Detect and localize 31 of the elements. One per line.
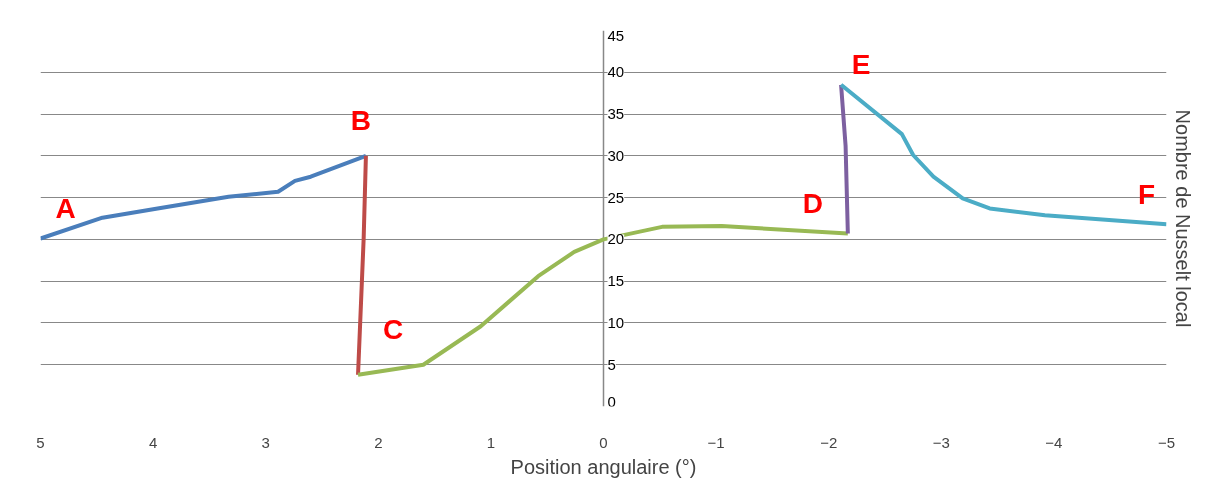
y-tick-label: 0 (607, 392, 616, 410)
x-tick-label: −5 (1157, 433, 1176, 451)
x-tick-label: 1 (486, 433, 496, 451)
y-tick-label: 20 (607, 230, 625, 248)
annotation: C (382, 314, 404, 346)
y-tick-label: 25 (607, 188, 625, 206)
line-series (839, 82, 1167, 227)
annotation: F (1137, 178, 1156, 210)
annotation: B (350, 105, 372, 137)
y-tick-label: 45 (607, 26, 625, 44)
y-tick-label: 30 (607, 146, 625, 164)
annotation: A (55, 193, 76, 225)
line-series (356, 224, 850, 377)
x-tick-label: 2 (374, 433, 383, 451)
y-tick-label: 15 (607, 272, 625, 290)
x-tick-label: −3 (932, 433, 950, 451)
y-tick-label: 35 (607, 105, 625, 123)
x-tick-label: 3 (261, 433, 270, 451)
y-tick-label: 5 (607, 355, 616, 373)
y-tick-label: 10 (607, 313, 625, 331)
y-axis-title: Nombre de Nusselt local (1171, 109, 1194, 328)
x-tick-label: −1 (707, 433, 725, 451)
annotation: D (802, 188, 823, 220)
y-tick-label: 40 (607, 63, 625, 81)
annotation: E (851, 49, 871, 81)
line-series (40, 153, 368, 241)
x-axis-title: Position angulaire (°) (510, 455, 697, 478)
x-tick-label: 5 (36, 433, 45, 451)
x-tick-label: 4 (148, 433, 158, 451)
x-tick-label: −2 (820, 433, 838, 451)
x-tick-label: −4 (1045, 433, 1063, 451)
